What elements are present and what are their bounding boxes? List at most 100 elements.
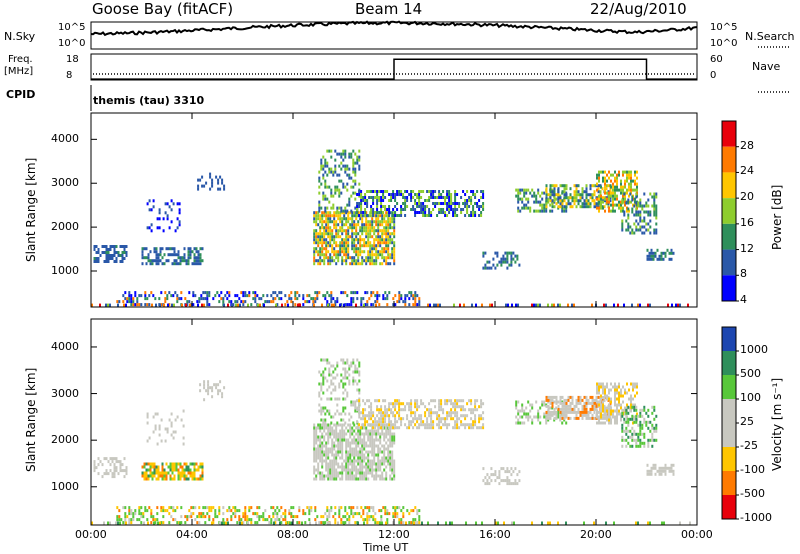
heatmap-cell bbox=[329, 253, 332, 257]
heatmap-cell bbox=[448, 208, 451, 211]
heatmap-cell bbox=[389, 462, 392, 466]
heatmap-cell bbox=[545, 202, 548, 206]
heatmap-cell bbox=[347, 217, 350, 221]
heatmap-cell bbox=[381, 253, 384, 257]
heatmap-cell bbox=[334, 191, 337, 195]
heatmap-cell bbox=[340, 373, 343, 377]
heatmap-cell bbox=[394, 399, 397, 403]
heatmap-cell bbox=[183, 256, 186, 260]
heatmap-cell bbox=[392, 297, 395, 301]
heatmap-cell bbox=[333, 456, 336, 460]
heatmap-cell bbox=[270, 300, 273, 304]
heatmap-cell bbox=[371, 468, 374, 472]
heatmap-cell bbox=[412, 205, 415, 208]
heatmap-cell bbox=[655, 216, 658, 220]
heatmap-cell bbox=[474, 405, 477, 409]
heatmap-cell bbox=[174, 229, 177, 233]
heatmap-cell bbox=[624, 179, 626, 183]
heatmap-cell bbox=[626, 179, 628, 183]
heatmap-cell bbox=[317, 217, 320, 221]
heatmap-cell bbox=[385, 223, 388, 227]
heatmap-cell bbox=[346, 370, 349, 374]
heatmap-cell bbox=[345, 450, 348, 454]
heatmap-cell bbox=[363, 244, 366, 248]
heatmap-cell bbox=[613, 521, 615, 525]
heatmap-cell bbox=[553, 199, 556, 203]
heatmap-cell bbox=[617, 303, 619, 307]
heatmap-cell bbox=[474, 408, 477, 412]
heatmap-cell bbox=[386, 512, 389, 516]
heatmap-cell bbox=[384, 411, 387, 415]
heatmap-cell bbox=[606, 197, 608, 201]
heatmap-cell bbox=[630, 170, 632, 174]
heatmap-cell bbox=[370, 414, 373, 418]
heatmap-cell bbox=[367, 220, 370, 224]
heatmap-cell bbox=[608, 421, 610, 425]
heatmap-cell bbox=[367, 471, 370, 475]
heatmap-cell bbox=[387, 220, 390, 224]
heatmap-cell bbox=[385, 471, 388, 475]
heatmap-cell bbox=[621, 426, 624, 430]
heatmap-cell bbox=[356, 208, 359, 211]
heatmap-cell bbox=[215, 383, 218, 387]
heatmap-cell bbox=[319, 235, 322, 239]
heatmap-cell bbox=[610, 421, 612, 425]
heatmap-cell bbox=[319, 438, 322, 442]
heatmap-cell bbox=[484, 266, 487, 270]
heatmap-cell bbox=[616, 406, 618, 410]
heatmap-cell bbox=[165, 462, 168, 466]
heatmap-cell bbox=[385, 432, 388, 436]
heatmap-cell bbox=[325, 229, 328, 233]
heatmap-cell bbox=[208, 515, 211, 519]
heatmap-cell bbox=[632, 203, 634, 207]
heatmap-cell bbox=[163, 253, 166, 257]
heatmap-cell bbox=[148, 506, 151, 510]
heatmap-cell bbox=[641, 231, 644, 235]
heatmap-cell bbox=[480, 211, 483, 214]
heatmap-cell bbox=[256, 521, 259, 525]
heatmap-cell bbox=[366, 303, 369, 307]
heatmap-cell bbox=[375, 453, 378, 457]
heatmap-cell bbox=[600, 415, 602, 419]
heatmap-cell bbox=[182, 424, 185, 428]
heatmap-cell bbox=[404, 405, 407, 409]
heatmap-cell bbox=[354, 206, 357, 210]
heatmap-cell bbox=[296, 515, 299, 519]
heatmap-cell bbox=[322, 167, 325, 171]
heatmap-cell bbox=[327, 211, 330, 215]
heatmap-cell bbox=[444, 199, 447, 202]
heatmap-cell bbox=[373, 438, 376, 442]
heatmap-cell bbox=[408, 426, 411, 430]
heatmap-cell bbox=[647, 414, 650, 418]
heatmap-cell bbox=[344, 209, 347, 213]
heatmap-cell bbox=[428, 408, 431, 412]
heatmap-cell bbox=[618, 203, 620, 207]
heatmap-cell bbox=[378, 190, 381, 193]
heatmap-cell bbox=[569, 202, 572, 206]
beam-title: Beam 14 bbox=[355, 0, 423, 18]
heatmap-cell bbox=[593, 202, 596, 206]
heatmap-cell bbox=[158, 427, 161, 431]
heatmap-cell bbox=[404, 196, 407, 199]
heatmap-cell bbox=[365, 226, 368, 230]
heatmap-cell bbox=[647, 420, 650, 424]
heatmap-cell bbox=[278, 509, 281, 513]
heatmap-cell bbox=[373, 214, 376, 218]
heatmap-cell bbox=[392, 426, 395, 430]
heatmap-cell bbox=[162, 506, 165, 510]
heatmap-cell bbox=[631, 405, 634, 409]
heatmap-cell bbox=[478, 414, 481, 418]
heatmap-cell bbox=[161, 465, 164, 469]
heatmap-cell bbox=[318, 200, 321, 204]
heatmap-cell bbox=[679, 521, 681, 525]
heatmap-cell bbox=[639, 219, 642, 223]
heatmap-cell bbox=[353, 441, 356, 445]
heatmap-cell bbox=[351, 217, 354, 221]
heatmap-cell bbox=[278, 518, 281, 522]
heatmap-cell bbox=[591, 407, 594, 411]
heatmap-cell bbox=[521, 197, 524, 201]
heatmap-cell bbox=[294, 294, 297, 298]
heatmap-cell bbox=[234, 506, 237, 510]
heatmap-cell bbox=[345, 471, 348, 475]
heatmap-cell bbox=[614, 203, 616, 207]
